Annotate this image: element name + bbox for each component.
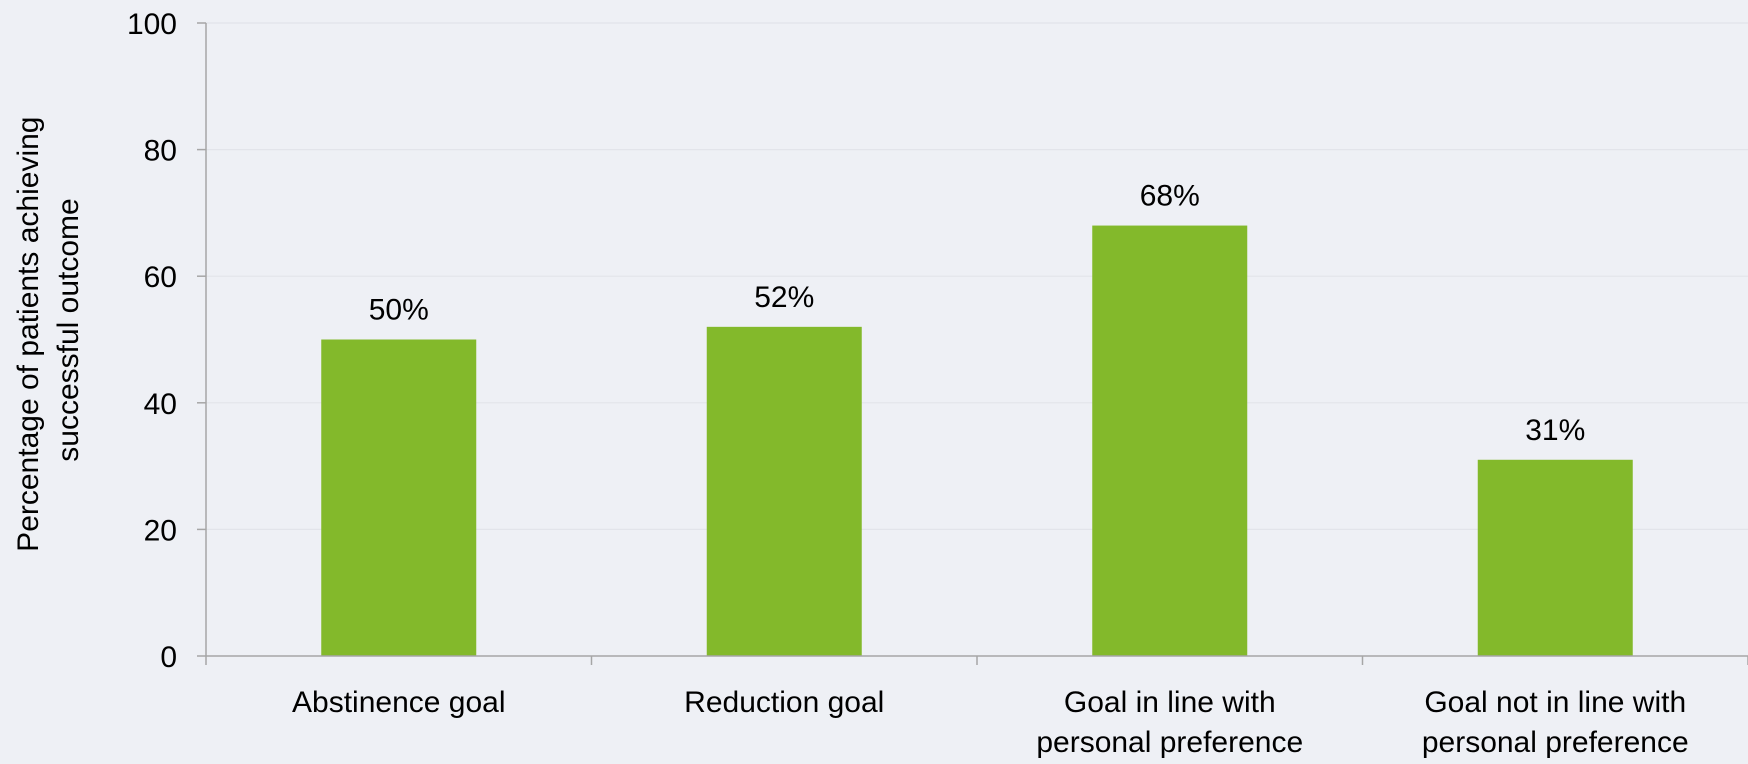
x-category-label-line: personal preference bbox=[1036, 726, 1303, 759]
bar bbox=[1477, 459, 1633, 656]
y-axis-title-line-2: successful outcome bbox=[52, 198, 85, 461]
x-category-label: Abstinence goal bbox=[292, 686, 506, 719]
axes bbox=[197, 22, 1748, 665]
y-tick-label: 20 bbox=[144, 514, 177, 547]
y-tick-label: 60 bbox=[144, 261, 177, 294]
x-category-label-line: personal preference bbox=[1422, 726, 1689, 759]
y-tick-label: 100 bbox=[127, 8, 177, 41]
y-tick-label: 80 bbox=[144, 135, 177, 168]
bar bbox=[321, 339, 477, 656]
data-label: 50% bbox=[369, 294, 429, 327]
x-category-label: Goal not in line with personal preference bbox=[1422, 686, 1689, 759]
bar bbox=[706, 326, 862, 656]
y-axis-title: Percentage of patients achieving success… bbox=[12, 108, 85, 552]
y-tick-label: 40 bbox=[144, 388, 177, 421]
x-category-label: Goal in line with personal preference bbox=[1036, 686, 1303, 759]
x-category-label-line: Goal in line with bbox=[1064, 686, 1276, 719]
x-category-label-line: Reduction goal bbox=[684, 686, 884, 719]
data-label: 68% bbox=[1140, 180, 1200, 213]
x-category-label: Reduction goal bbox=[684, 686, 884, 719]
x-category-label-line: Abstinence goal bbox=[292, 686, 506, 719]
bars bbox=[321, 225, 1633, 656]
data-label: 52% bbox=[754, 281, 814, 314]
data-labels: 50% 52% 68% 31% bbox=[369, 180, 1586, 447]
bar bbox=[1092, 225, 1248, 656]
y-tick-labels: 0 20 40 60 80 100 bbox=[127, 8, 177, 674]
y-axis-title-line-1: Percentage of patients achieving bbox=[12, 117, 45, 552]
data-label: 31% bbox=[1525, 414, 1585, 447]
x-category-labels: Abstinence goal Reduction goal Goal in lin… bbox=[292, 686, 1689, 759]
y-tick-label: 0 bbox=[160, 641, 177, 674]
x-category-label-line: Goal not in line with bbox=[1424, 686, 1686, 719]
